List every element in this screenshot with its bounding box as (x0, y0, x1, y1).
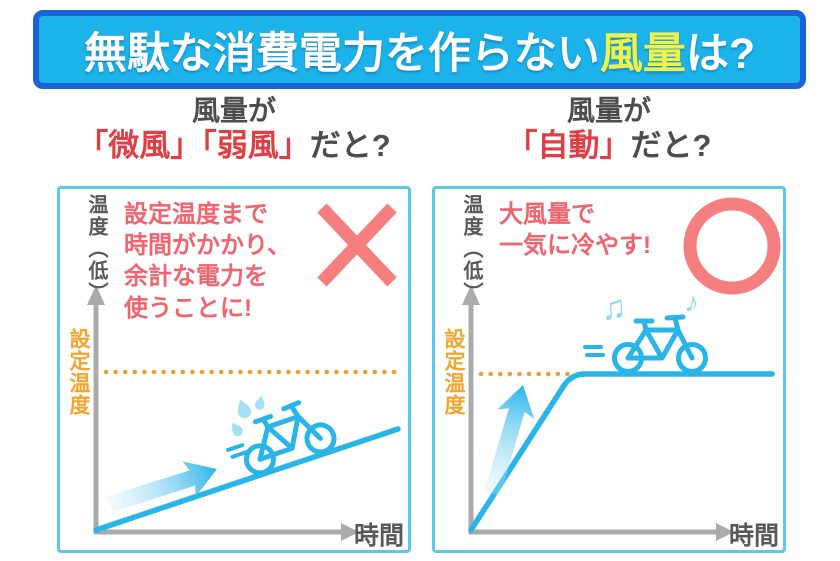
y-axis-arrowhead-icon (462, 285, 480, 305)
speed-lines-icon (583, 345, 605, 357)
title-pre: 無駄な消費電力を作らない (83, 29, 600, 78)
bicycle-icon (243, 400, 337, 476)
x-axis-arrowhead-icon (716, 523, 734, 541)
panel-weak-fan: 温度（低） 設定温度 時間 設定温度まで 時間がかかり、 余計な電力を 使うこと… (57, 186, 411, 553)
note-line: 大風量で (499, 201, 595, 228)
chart-weak-fan (87, 203, 403, 541)
sweat-drops-icon (232, 395, 265, 437)
set-temp-label: 設定温度 (442, 328, 465, 416)
note-line: 余計な電力を (124, 263, 268, 291)
note-line: 一気に冷やす! (499, 232, 651, 260)
cross-mark-icon (317, 203, 397, 287)
note-auto-fan: 大風量で 一気に冷やす! (499, 199, 651, 261)
set-temp-label: 設定温度 (67, 328, 90, 416)
speed-arrow-icon (483, 385, 535, 495)
music-note-icon: ♫ (599, 288, 628, 328)
heading-auto-fan-line1: 風量が (566, 95, 651, 126)
heading-auto-fan-line2: 「自動」だと? (432, 128, 786, 164)
panel-auto-fan: 温度（低） 設定温度 時間 大風量で 一気に冷やす! ♫ ♪ (432, 186, 786, 553)
heading-weak-fan-line2: 「微風」「弱風」だと? (57, 128, 411, 164)
heading-auto-fan: 風量が 「自動」だと? (432, 95, 786, 164)
x-axis-label: 時間 (729, 522, 780, 550)
note-weak-fan: 設定温度まで 時間がかかり、 余計な電力を 使うことに! (124, 199, 291, 324)
speed-lines-icon (226, 443, 249, 459)
chart-auto-fan (462, 197, 781, 541)
note-line: 時間がかかり、 (124, 232, 292, 260)
title-highlight: 風量 (599, 29, 686, 78)
circle-mark-icon (683, 197, 781, 295)
speed-arrow-icon (105, 461, 217, 513)
y-axis-label: 温度（低） (85, 194, 107, 304)
x-axis-arrowhead-icon (341, 523, 359, 541)
page-title: 無駄な消費電力を作らない風量は? (84, 19, 755, 81)
heading-weak-fan-tail: だと? (309, 128, 391, 164)
temperature-line (468, 371, 775, 533)
title-banner: 無駄な消費電力を作らない風量は? (33, 10, 806, 89)
bicycle-icon (612, 314, 708, 374)
x-axis-label: 時間 (354, 522, 405, 550)
y-axis-arrowhead-icon (87, 285, 105, 305)
note-line: 使うことに! (124, 294, 252, 322)
heading-weak-fan-red: 「微風」「弱風」 (77, 128, 310, 164)
title-post: は? (685, 29, 756, 78)
heading-auto-fan-tail: だと? (630, 128, 712, 164)
note-line: 設定温度まで (124, 201, 268, 228)
temperature-line (93, 426, 401, 533)
y-axis-label: 温度（低） (460, 194, 482, 304)
heading-auto-fan-red: 「自動」 (506, 128, 631, 164)
heading-weak-fan: 風量が 「微風」「弱風」だと? (57, 95, 411, 164)
heading-weak-fan-line1: 風量が (191, 95, 276, 126)
